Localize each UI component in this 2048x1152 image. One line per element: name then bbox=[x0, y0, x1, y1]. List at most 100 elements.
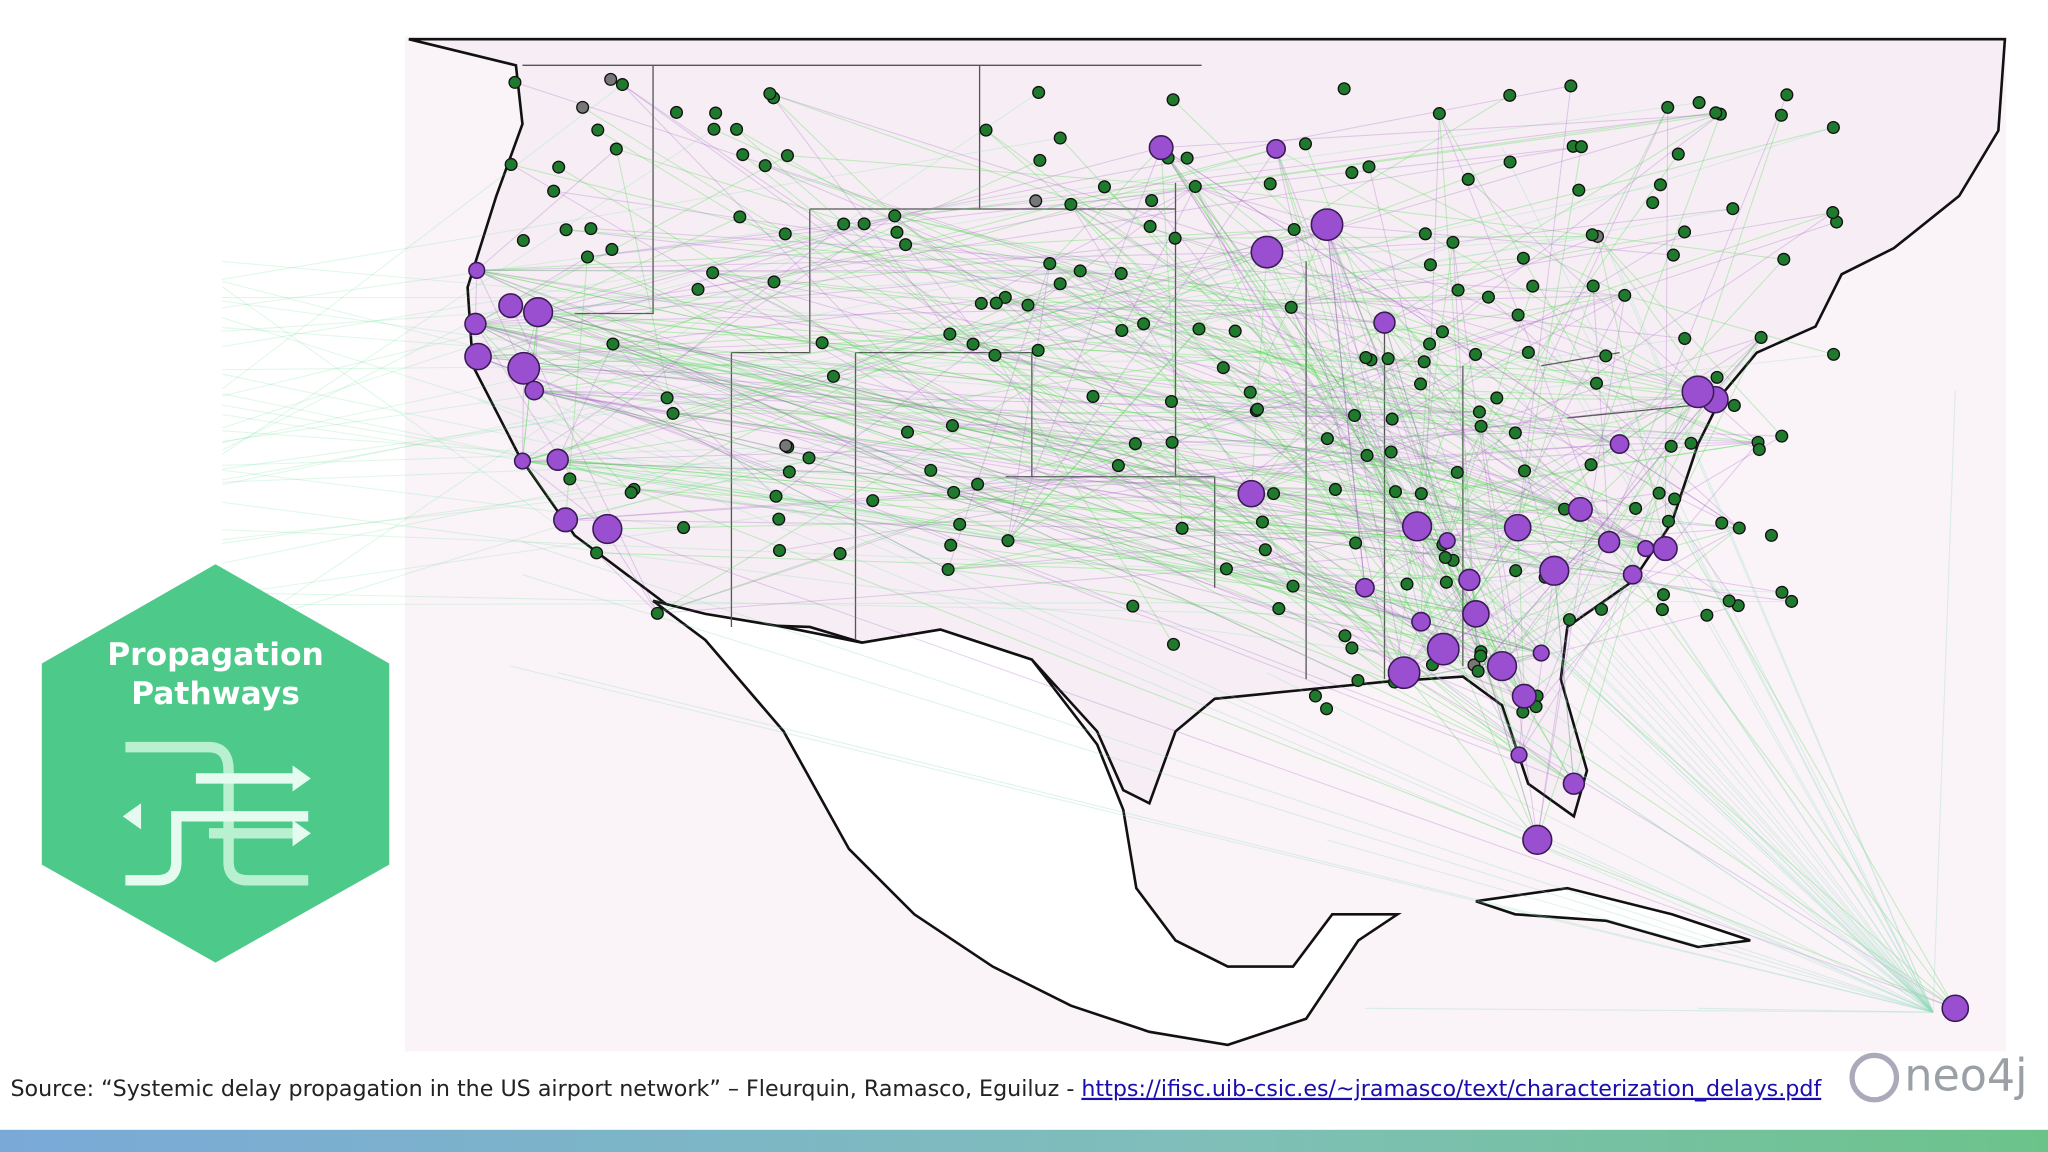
delayed-airport bbox=[1567, 496, 1593, 522]
flight-edge bbox=[1501, 147, 1934, 1013]
flight-edge bbox=[534, 390, 1458, 473]
flight-edge bbox=[1027, 304, 1405, 674]
flight-edge bbox=[222, 430, 978, 485]
flight-edge bbox=[712, 272, 1444, 650]
source-citation: Source: “Systemic delay propagation in t… bbox=[10, 1076, 1822, 1102]
flight-edge bbox=[523, 367, 834, 377]
flight-edge bbox=[475, 146, 1582, 325]
airport bbox=[1715, 516, 1729, 530]
airport bbox=[1180, 151, 1194, 165]
flight-edge bbox=[950, 544, 1476, 615]
flight-edge bbox=[1536, 541, 1934, 1013]
flight-edge bbox=[633, 488, 1009, 542]
flight-edges bbox=[221, 81, 1956, 1013]
airport bbox=[1481, 290, 1495, 304]
flight-edge bbox=[475, 294, 1625, 325]
flight-edge bbox=[1275, 148, 1396, 683]
flight-edge bbox=[1517, 391, 1934, 1013]
flight-edge bbox=[557, 672, 1934, 1013]
flight-edge bbox=[949, 333, 1565, 510]
flight-edge bbox=[476, 269, 1620, 445]
badge-hexagon bbox=[41, 564, 390, 963]
flight-edge bbox=[1447, 540, 1610, 543]
flight-edge bbox=[1553, 570, 1575, 784]
flight-edge bbox=[1518, 94, 1788, 756]
airport bbox=[605, 242, 619, 256]
delayed-airport bbox=[1503, 513, 1532, 542]
flight-edge bbox=[477, 356, 1934, 1013]
flight-edge bbox=[565, 519, 1183, 529]
airport bbox=[1164, 394, 1178, 409]
flight-edge bbox=[1292, 585, 1365, 589]
flight-edge bbox=[1226, 525, 1418, 570]
flight-edge bbox=[510, 305, 1418, 527]
flight-edge bbox=[1326, 230, 1366, 588]
airport bbox=[591, 123, 605, 137]
airport bbox=[709, 106, 723, 120]
delayed-airport bbox=[522, 297, 554, 328]
airport bbox=[1381, 352, 1395, 366]
flight-edge bbox=[1266, 241, 1453, 253]
airport bbox=[1709, 106, 1723, 120]
flight-edge bbox=[1469, 509, 1934, 1013]
flight-edge bbox=[1452, 242, 1479, 672]
flight-edge bbox=[557, 343, 614, 460]
flight-edge bbox=[712, 272, 1620, 445]
delayed-airport bbox=[1148, 135, 1174, 161]
flight-edge bbox=[476, 269, 908, 433]
flight-edge bbox=[221, 137, 1061, 280]
flight-edge bbox=[949, 333, 1581, 510]
flight-edge bbox=[672, 333, 950, 414]
flight-edge bbox=[1420, 383, 1664, 596]
airport bbox=[1774, 108, 1788, 122]
flight-edge bbox=[1175, 235, 1598, 239]
airport bbox=[1267, 487, 1281, 501]
flight-edge bbox=[523, 148, 1277, 369]
flight-edge bbox=[1364, 443, 1620, 589]
flight-edge bbox=[612, 343, 1542, 654]
flight-edge bbox=[1266, 672, 1934, 1013]
delayed-airport bbox=[553, 507, 579, 533]
flight-edge bbox=[1007, 527, 1518, 542]
airport bbox=[1111, 459, 1125, 473]
flight-edge bbox=[657, 527, 1740, 614]
airport bbox=[779, 439, 793, 453]
flight-edge bbox=[1579, 509, 1956, 1009]
delayed-airport bbox=[1237, 479, 1266, 508]
airport bbox=[1097, 180, 1111, 194]
source-link[interactable]: https://ifisc.uib-csic.es/~jramasco/text… bbox=[1081, 1076, 1822, 1102]
flight-edge bbox=[1291, 241, 1454, 308]
airport bbox=[826, 369, 840, 383]
airport bbox=[778, 227, 792, 241]
airport bbox=[900, 425, 915, 439]
flight-edge bbox=[1354, 415, 1538, 841]
flight-edge bbox=[1384, 235, 1598, 324]
flight-edge bbox=[1416, 509, 1934, 1013]
flight-edge bbox=[712, 272, 996, 356]
airport bbox=[1684, 436, 1698, 450]
airport bbox=[1338, 629, 1352, 643]
airport bbox=[1446, 235, 1460, 249]
flight-edge bbox=[779, 391, 1699, 551]
airport bbox=[1671, 147, 1685, 161]
flight-edge bbox=[657, 212, 1833, 614]
flight-edge bbox=[222, 592, 1570, 621]
badge-title: Propagation bbox=[107, 637, 324, 673]
flight-edge bbox=[1160, 147, 1542, 654]
flight-edge bbox=[1250, 251, 1934, 1013]
flight-edge bbox=[736, 128, 996, 356]
flight-edge bbox=[1255, 410, 1357, 544]
flight-edge bbox=[773, 97, 951, 335]
airport bbox=[677, 521, 691, 535]
airport bbox=[1661, 514, 1676, 528]
flight-edge bbox=[221, 373, 1009, 542]
flight-edge bbox=[894, 215, 1444, 650]
flight-edge bbox=[537, 147, 1162, 313]
delayed-airport bbox=[1354, 577, 1375, 598]
flight-edge bbox=[475, 323, 908, 433]
flight-edge bbox=[477, 399, 1934, 1013]
flight-edge bbox=[1151, 200, 1477, 615]
flight-edge bbox=[843, 223, 1666, 550]
flight-edge bbox=[222, 446, 788, 466]
flight-edge bbox=[221, 231, 898, 397]
